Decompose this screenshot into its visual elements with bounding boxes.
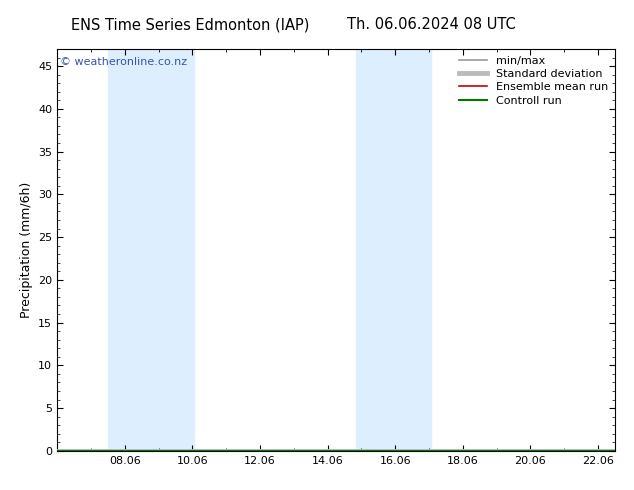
Legend: min/max, Standard deviation, Ensemble mean run, Controll run: min/max, Standard deviation, Ensemble me… [455,51,612,110]
Bar [108,49,194,451]
Bar [356,49,430,451]
Text: © weatheronline.co.nz: © weatheronline.co.nz [60,57,187,67]
Y-axis label: Precipitation (mm/6h): Precipitation (mm/6h) [20,182,32,318]
Text: ENS Time Series Edmonton (IAP): ENS Time Series Edmonton (IAP) [71,17,309,32]
Text: Th. 06.06.2024 08 UTC: Th. 06.06.2024 08 UTC [347,17,515,32]
